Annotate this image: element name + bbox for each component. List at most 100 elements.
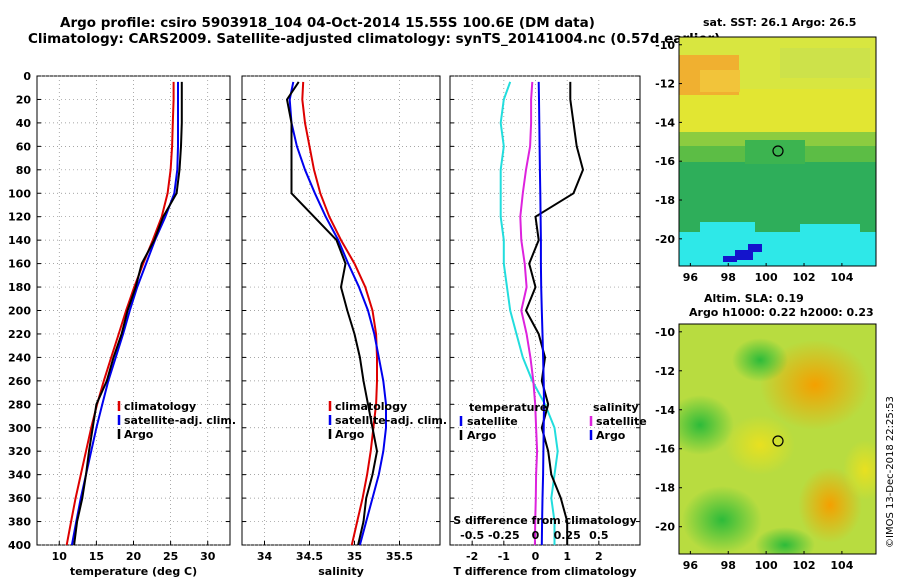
map-y-tick-label: -10 (655, 326, 675, 339)
map-x-tick-label: 98 (721, 271, 736, 284)
map-y-tick-label: -20 (655, 521, 675, 534)
salinity-panel: 34 34.5 35 35.5 salinity climatologysatellite… (241, 75, 447, 578)
y-tick-label: 240 (8, 351, 31, 364)
map-x-tick-label: 104 (830, 271, 853, 284)
sst-map-image (679, 37, 876, 266)
imos-credit: ©IMOS 13-Dec-2018 22:25:53 (885, 396, 896, 548)
x-tick-label: 35.5 (386, 550, 413, 563)
y-tick-label: 180 (8, 281, 31, 294)
title-line2: Climatology: CARS2009. Satellite-adjuste… (28, 31, 720, 47)
sla-map-image (679, 324, 876, 554)
y-tick-label: 280 (8, 398, 31, 411)
x-tick-label: 1 (563, 550, 571, 563)
series-line-argo (73, 81, 183, 546)
legend-entry: satellite (467, 415, 518, 428)
y-tick-label: 20 (16, 93, 32, 106)
y-tick-label: 0 (23, 70, 31, 83)
map-y-tick-label: -10 (655, 39, 675, 52)
sla-argo-marker (772, 435, 784, 447)
map-y-tick-label: -20 (655, 233, 675, 246)
map-x-tick-label: 96 (683, 271, 699, 284)
y-tick-label: 200 (8, 305, 31, 318)
sla-map-subtitle: Argo h1000: 0.22 h2000: 0.23 (689, 306, 874, 319)
x-tick-label: 20 (126, 550, 142, 563)
s-tick-label: 0 (532, 529, 540, 542)
x-tick-label: -2 (466, 550, 478, 563)
s-difference-label: S difference from climatology (453, 514, 637, 527)
y-tick-label: 40 (16, 117, 32, 130)
map-x-tick-label: 104 (830, 559, 853, 572)
x-axis-label: salinity (318, 565, 364, 578)
s-tick-label: 0.5 (589, 529, 609, 542)
map-x-tick-label: 102 (793, 271, 816, 284)
difference-panel: -2 -1 0 1 2 T difference from climatology S di… (449, 75, 647, 578)
sst-argo-marker (772, 145, 784, 157)
map-y-tick-label: -14 (655, 404, 675, 417)
y-tick-label: 220 (8, 328, 31, 341)
map-x-tick-label: 100 (755, 271, 778, 284)
map-x-tick-label: 100 (755, 559, 778, 572)
legend-entry: Argo (467, 429, 497, 442)
s-tick-label: -0.5 (460, 529, 484, 542)
temperature-panel: 10 15 20 25 30020406080100120140160180200220… (8, 70, 236, 578)
legend-entry: satellite-adj. clim. (124, 414, 236, 427)
plot-frame (449, 75, 641, 546)
y-tick-label: 160 (8, 258, 31, 271)
map-y-tick-label: -14 (655, 116, 675, 129)
legend-entry: satellite (596, 415, 647, 428)
sst-map-ticks: 96 98 100 102 104 -10 -12 -14 -16 -18 -20 (655, 39, 854, 284)
legend-entry: climatology (335, 400, 407, 413)
legend-entry: satellite-adj. clim. (335, 414, 447, 427)
series-line-argo (286, 81, 378, 546)
x-axis-label: temperature (deg C) (70, 565, 197, 578)
series-line-salinity-argo (537, 81, 545, 546)
y-tick-label: 120 (8, 211, 31, 224)
sla-map-title: Altim. SLA: 0.19 (704, 292, 804, 305)
sst-map: sat. SST: 26.1 Argo: 26.5 96 98 100 102 104 -… (655, 16, 877, 284)
map-y-tick-label: -16 (655, 443, 675, 456)
x-tick-label: 35 (347, 550, 362, 563)
y-tick-label: 320 (8, 445, 31, 458)
x-tick-label: 34 (257, 550, 273, 563)
series-line-climatology (301, 81, 378, 546)
sst-map-title: sat. SST: 26.1 Argo: 26.5 (703, 16, 856, 29)
map-y-tick-label: -18 (655, 482, 675, 495)
s-tick-label: 0.25 (554, 529, 581, 542)
y-tick-label: 300 (8, 422, 31, 435)
map-y-tick-label: -18 (655, 194, 675, 207)
x-tick-label: 30 (200, 550, 216, 563)
title-line1: Argo profile: csiro 5903918_104 04-Oct-2… (60, 15, 595, 31)
y-tick-label: 80 (16, 164, 32, 177)
map-y-tick-label: -12 (655, 78, 675, 91)
legend-entry: Argo (335, 428, 365, 441)
series-line-climatology (65, 81, 175, 546)
x-tick-label: -1 (498, 550, 510, 563)
s-tick-label: -0.25 (488, 529, 520, 542)
x-tick-label: 0 (532, 550, 540, 563)
sla-map-ticks: 96 98 100 102 104 -10 -12 -14 -16 -18 -20 (655, 326, 854, 572)
map-x-tick-label: 96 (683, 559, 699, 572)
legend-entry: Argo (596, 429, 626, 442)
y-tick-label: 400 (8, 539, 31, 552)
y-tick-label: 60 (16, 140, 32, 153)
y-tick-label: 140 (8, 234, 31, 247)
y-tick-label: 340 (8, 469, 31, 482)
sla-map: Altim. SLA: 0.19 Argo h1000: 0.22 h2000:… (655, 292, 877, 572)
series-line-salinity-satellite (519, 81, 539, 546)
legend-title-temperature: temperature (469, 401, 547, 414)
series-line-temperature-argo (525, 81, 584, 545)
y-tick-label: 260 (8, 375, 31, 388)
map-y-tick-label: -16 (655, 155, 675, 168)
y-tick-label: 360 (8, 492, 31, 505)
y-tick-label: 100 (8, 187, 31, 200)
map-y-tick-label: -12 (655, 365, 675, 378)
map-x-tick-label: 102 (793, 559, 816, 572)
x-tick-label: 10 (52, 550, 68, 563)
x-axis-label: T difference from climatology (453, 565, 636, 578)
x-tick-label: 2 (595, 550, 603, 563)
legend-entry: climatology (124, 400, 196, 413)
x-tick-label: 25 (163, 550, 178, 563)
series-line-temperature-satellite (499, 81, 559, 545)
x-tick-label: 34.5 (296, 550, 323, 563)
